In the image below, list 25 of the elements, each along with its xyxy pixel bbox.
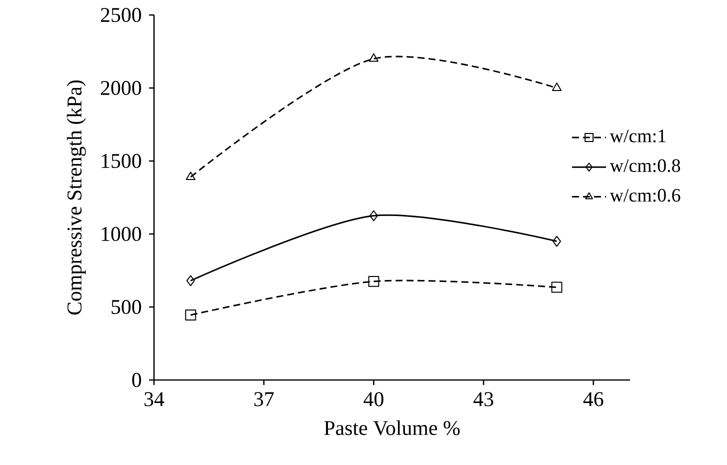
legend-label: w/cm:1 — [610, 130, 666, 142]
point — [186, 275, 195, 286]
point — [552, 82, 562, 91]
point — [552, 236, 562, 247]
y-axis-title: Compressive Strength (kPa) — [66, 80, 86, 315]
point — [368, 276, 380, 287]
point — [185, 310, 196, 320]
point — [368, 53, 379, 62]
legend-label: w/cm:0.8 — [610, 159, 680, 172]
x-tick-label: 46 — [583, 392, 604, 406]
y-tick-label: 1500 — [102, 154, 142, 168]
x-tick-label: 37 — [254, 392, 274, 406]
x-tick-label: 40 — [364, 392, 384, 406]
x-tick-label: 34 — [144, 392, 164, 406]
y-tick-label: 0 — [132, 372, 142, 388]
x-axis-title: Paste Volume % — [324, 420, 460, 436]
y-tick-label: 2000 — [100, 80, 142, 96]
y-tick-label: 2500 — [100, 8, 142, 22]
y-tick-label: 1000 — [102, 226, 142, 242]
x-tick-label: 43 — [473, 392, 494, 406]
point — [551, 282, 562, 293]
point — [186, 172, 196, 180]
y-tick-label: 500 — [112, 300, 142, 314]
point — [369, 210, 378, 222]
legend-label: w/cm:0.6 — [610, 188, 680, 202]
